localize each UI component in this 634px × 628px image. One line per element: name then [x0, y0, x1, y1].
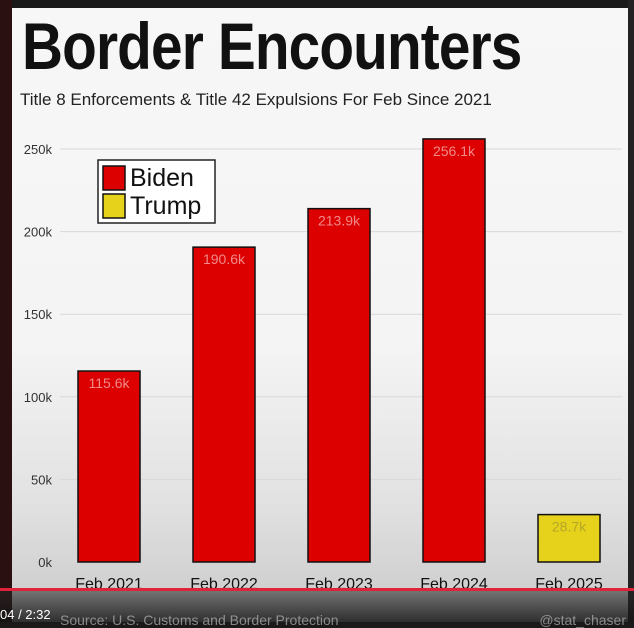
bar — [422, 138, 486, 563]
y-tick-label: 250k — [24, 142, 53, 157]
data-label: 115.6k — [89, 375, 131, 391]
legend-swatch — [102, 193, 126, 219]
y-tick-label: 150k — [24, 307, 53, 322]
data-label: 190.6k — [203, 251, 246, 267]
bar — [77, 370, 141, 563]
y-tick-label: 200k — [24, 225, 53, 240]
video-controls-overlay — [0, 591, 634, 622]
legend-swatch — [102, 165, 126, 191]
legend-label: Biden — [130, 164, 194, 192]
y-tick-label: 0k — [38, 555, 52, 570]
legend-label: Trump — [130, 192, 201, 220]
chart-title: Border Encounters — [22, 9, 522, 83]
video-time: 04 / 2:32 — [0, 607, 51, 622]
data-label: 28.7k — [552, 519, 587, 535]
bar — [537, 513, 601, 563]
chart-source: Source: U.S. Customs and Border Protecti… — [60, 612, 339, 628]
y-tick-label: 50k — [31, 472, 52, 487]
bar — [192, 246, 256, 563]
chart-subtitle: Title 8 Enforcements & Title 42 Expulsio… — [20, 90, 492, 109]
left-edge — [0, 0, 12, 622]
y-tick-label: 100k — [24, 390, 53, 405]
chart-handle: @stat_chaser — [539, 612, 626, 628]
right-edge — [628, 0, 634, 622]
data-label: 256.1k — [433, 143, 476, 159]
data-label: 213.9k — [318, 213, 361, 229]
chart-card: Border Encounters Title 8 Enforcements &… — [12, 8, 628, 622]
bar — [307, 207, 371, 563]
video-progress-bar[interactable] — [0, 588, 634, 591]
